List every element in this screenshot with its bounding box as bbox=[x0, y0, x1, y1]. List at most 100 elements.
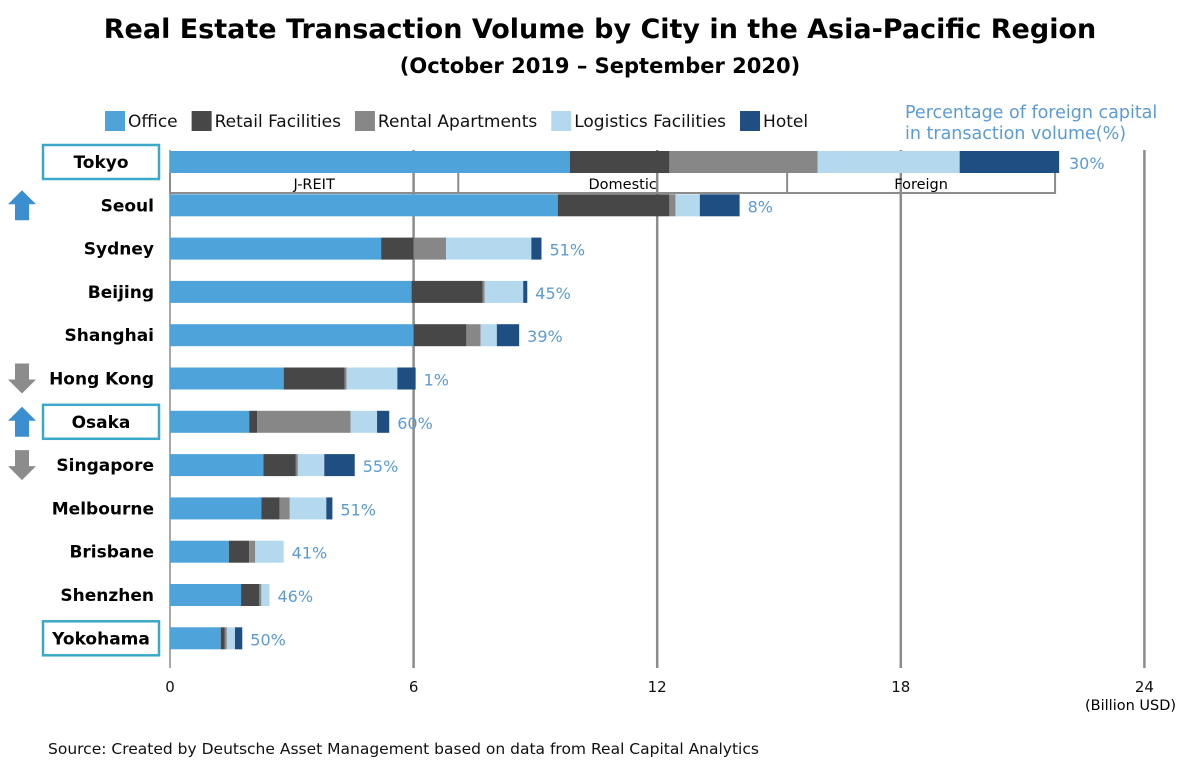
category-label-tokyo: Tokyo bbox=[73, 153, 128, 173]
bar-segment-office bbox=[170, 497, 262, 520]
category-label-seoul: Seoul bbox=[101, 196, 154, 216]
bar-segment-retail-facilities bbox=[241, 584, 260, 606]
bar-segment-rental-apartments bbox=[669, 194, 676, 217]
source-note: Source: Created by Deutsche Asset Manage… bbox=[48, 740, 759, 758]
bar-segment-logistics-facilities bbox=[346, 367, 398, 390]
x-tick-label: 12 bbox=[648, 678, 667, 696]
bar-segment-hotel bbox=[397, 367, 416, 390]
bar-segment-hotel bbox=[326, 497, 333, 520]
bar-segment-office bbox=[170, 454, 264, 477]
bar-segment-rental-apartments bbox=[413, 237, 447, 260]
bar-segment-logistics-facilities bbox=[817, 151, 960, 173]
bar-segment-hotel bbox=[377, 410, 390, 433]
bar-segment-logistics-facilities bbox=[297, 454, 325, 477]
legend-swatch-office bbox=[105, 111, 125, 131]
bar-segment-rental-apartments bbox=[279, 497, 290, 520]
bar-segment-logistics-facilities bbox=[226, 627, 235, 650]
bar-segment-logistics-facilities bbox=[480, 324, 497, 347]
legend-label-logistics-facilities: Logistics Facilities bbox=[574, 112, 726, 132]
bar-segment-retail-facilities bbox=[249, 410, 258, 433]
bar-segment-rental-apartments bbox=[259, 584, 262, 606]
bar-segment-retail-facilities bbox=[569, 151, 670, 173]
arrow-up-icon bbox=[8, 406, 36, 437]
x-tick-label: 24 bbox=[1135, 678, 1154, 696]
bar-segment-logistics-facilities bbox=[261, 584, 270, 606]
chart-title: Real Estate Transaction Volume by City i… bbox=[103, 14, 1097, 45]
legend-label-hotel: Hotel bbox=[763, 112, 808, 132]
foreign-capital-pct-label: 51% bbox=[549, 241, 585, 260]
bar-segment-logistics-facilities bbox=[484, 280, 524, 303]
highlight-box-osaka bbox=[41, 403, 161, 441]
x-axis-unit-label: (Billion USD) bbox=[1085, 698, 1177, 714]
bar-segment-office bbox=[170, 151, 570, 173]
bar-segment-retail-facilities bbox=[261, 497, 280, 520]
bar-segment-hotel bbox=[234, 627, 243, 650]
bar-segment-office bbox=[170, 237, 382, 260]
bar-segment-retail-facilities bbox=[220, 627, 225, 650]
highlight-box-tokyo bbox=[41, 143, 161, 181]
legend-swatch-retail-facilities bbox=[191, 111, 212, 131]
bar-segment-hotel bbox=[324, 454, 355, 477]
legend-label-rental-apartments: Rental Apartments bbox=[378, 112, 537, 132]
legend-swatch-rental-apartments bbox=[354, 111, 375, 131]
bar-segment-hotel bbox=[959, 151, 1060, 173]
foreign-capital-pct-label: 30% bbox=[1069, 154, 1105, 173]
arrow-down-icon bbox=[8, 450, 36, 481]
category-label-melbourne: Melbourne bbox=[52, 499, 154, 519]
category-label-shenzhen: Shenzhen bbox=[60, 586, 154, 606]
foreign-capital-pct-label: 60% bbox=[397, 414, 433, 433]
bar-segment-retail-facilities bbox=[283, 367, 345, 390]
category-label-osaka: Osaka bbox=[72, 413, 131, 433]
bar-segment-rental-apartments bbox=[482, 280, 485, 303]
bar-segment-hotel bbox=[496, 324, 520, 347]
category-label-hong-kong: Hong Kong bbox=[49, 370, 154, 390]
foreign-capital-pct-label: 51% bbox=[340, 500, 376, 519]
tokyo-breakdown-bracket bbox=[169, 173, 1057, 194]
chart-subtitle: (October 2019 – September 2020) bbox=[399, 54, 801, 78]
bar-segment-retail-facilities bbox=[228, 540, 250, 563]
x-tick-label: 6 bbox=[409, 678, 419, 696]
pct-header-line2: in transaction volume(%) bbox=[905, 124, 1126, 144]
bar-segment-rental-apartments bbox=[224, 627, 227, 650]
bar-segment-hotel bbox=[523, 280, 528, 303]
x-tick-label: 18 bbox=[891, 678, 910, 696]
legend-swatch-logistics-facilities bbox=[551, 111, 572, 131]
legend-label-office: Office bbox=[128, 112, 178, 132]
foreign-capital-pct-label: 45% bbox=[535, 284, 571, 303]
bar-segment-office bbox=[170, 540, 229, 563]
bar-segment-rental-apartments bbox=[257, 410, 351, 433]
tokyo-breakdown-label-domestic: Domestic bbox=[589, 177, 657, 193]
category-label-yokohama: Yokohama bbox=[51, 629, 150, 649]
bar-segment-logistics-facilities bbox=[289, 497, 327, 520]
bar-segment-rental-apartments bbox=[249, 540, 256, 563]
category-label-shanghai: Shanghai bbox=[65, 326, 155, 346]
bar-segment-retail-facilities bbox=[381, 237, 414, 260]
foreign-capital-pct-label: 55% bbox=[363, 457, 399, 476]
bar-segment-office bbox=[170, 367, 284, 390]
tokyo-breakdown-label-foreign: Foreign bbox=[894, 177, 948, 193]
bar-segment-retail-facilities bbox=[263, 454, 296, 477]
bar-segment-logistics-facilities bbox=[255, 540, 284, 563]
tokyo-breakdown-label-jreit: J-REIT bbox=[292, 177, 335, 193]
foreign-capital-pct-label: 46% bbox=[277, 587, 313, 606]
bar-segment-hotel bbox=[531, 237, 542, 260]
x-tick-label: 0 bbox=[165, 678, 175, 696]
bar-segment-office bbox=[170, 627, 221, 650]
bar-segment-office bbox=[170, 194, 558, 217]
bar-segment-hotel bbox=[699, 194, 740, 217]
foreign-capital-pct-label: 39% bbox=[527, 327, 563, 346]
bar-segment-retail-facilities bbox=[411, 280, 483, 303]
bar-segment-office bbox=[170, 410, 250, 433]
pct-header-line1: Percentage of foreign capital bbox=[905, 103, 1157, 123]
arrow-down-icon bbox=[8, 363, 36, 394]
legend-label-retail-facilities: Retail Facilities bbox=[215, 112, 341, 132]
arrow-up-icon bbox=[8, 190, 36, 221]
bar-segment-logistics-facilities bbox=[675, 194, 700, 217]
legend-swatch-hotel bbox=[740, 111, 761, 131]
bar-segment-logistics-facilities bbox=[350, 410, 378, 433]
foreign-capital-pct-label: 1% bbox=[424, 371, 449, 390]
category-label-singapore: Singapore bbox=[56, 456, 154, 476]
bar-segment-rental-apartments bbox=[344, 367, 347, 390]
foreign-capital-pct-label: 8% bbox=[748, 197, 773, 216]
